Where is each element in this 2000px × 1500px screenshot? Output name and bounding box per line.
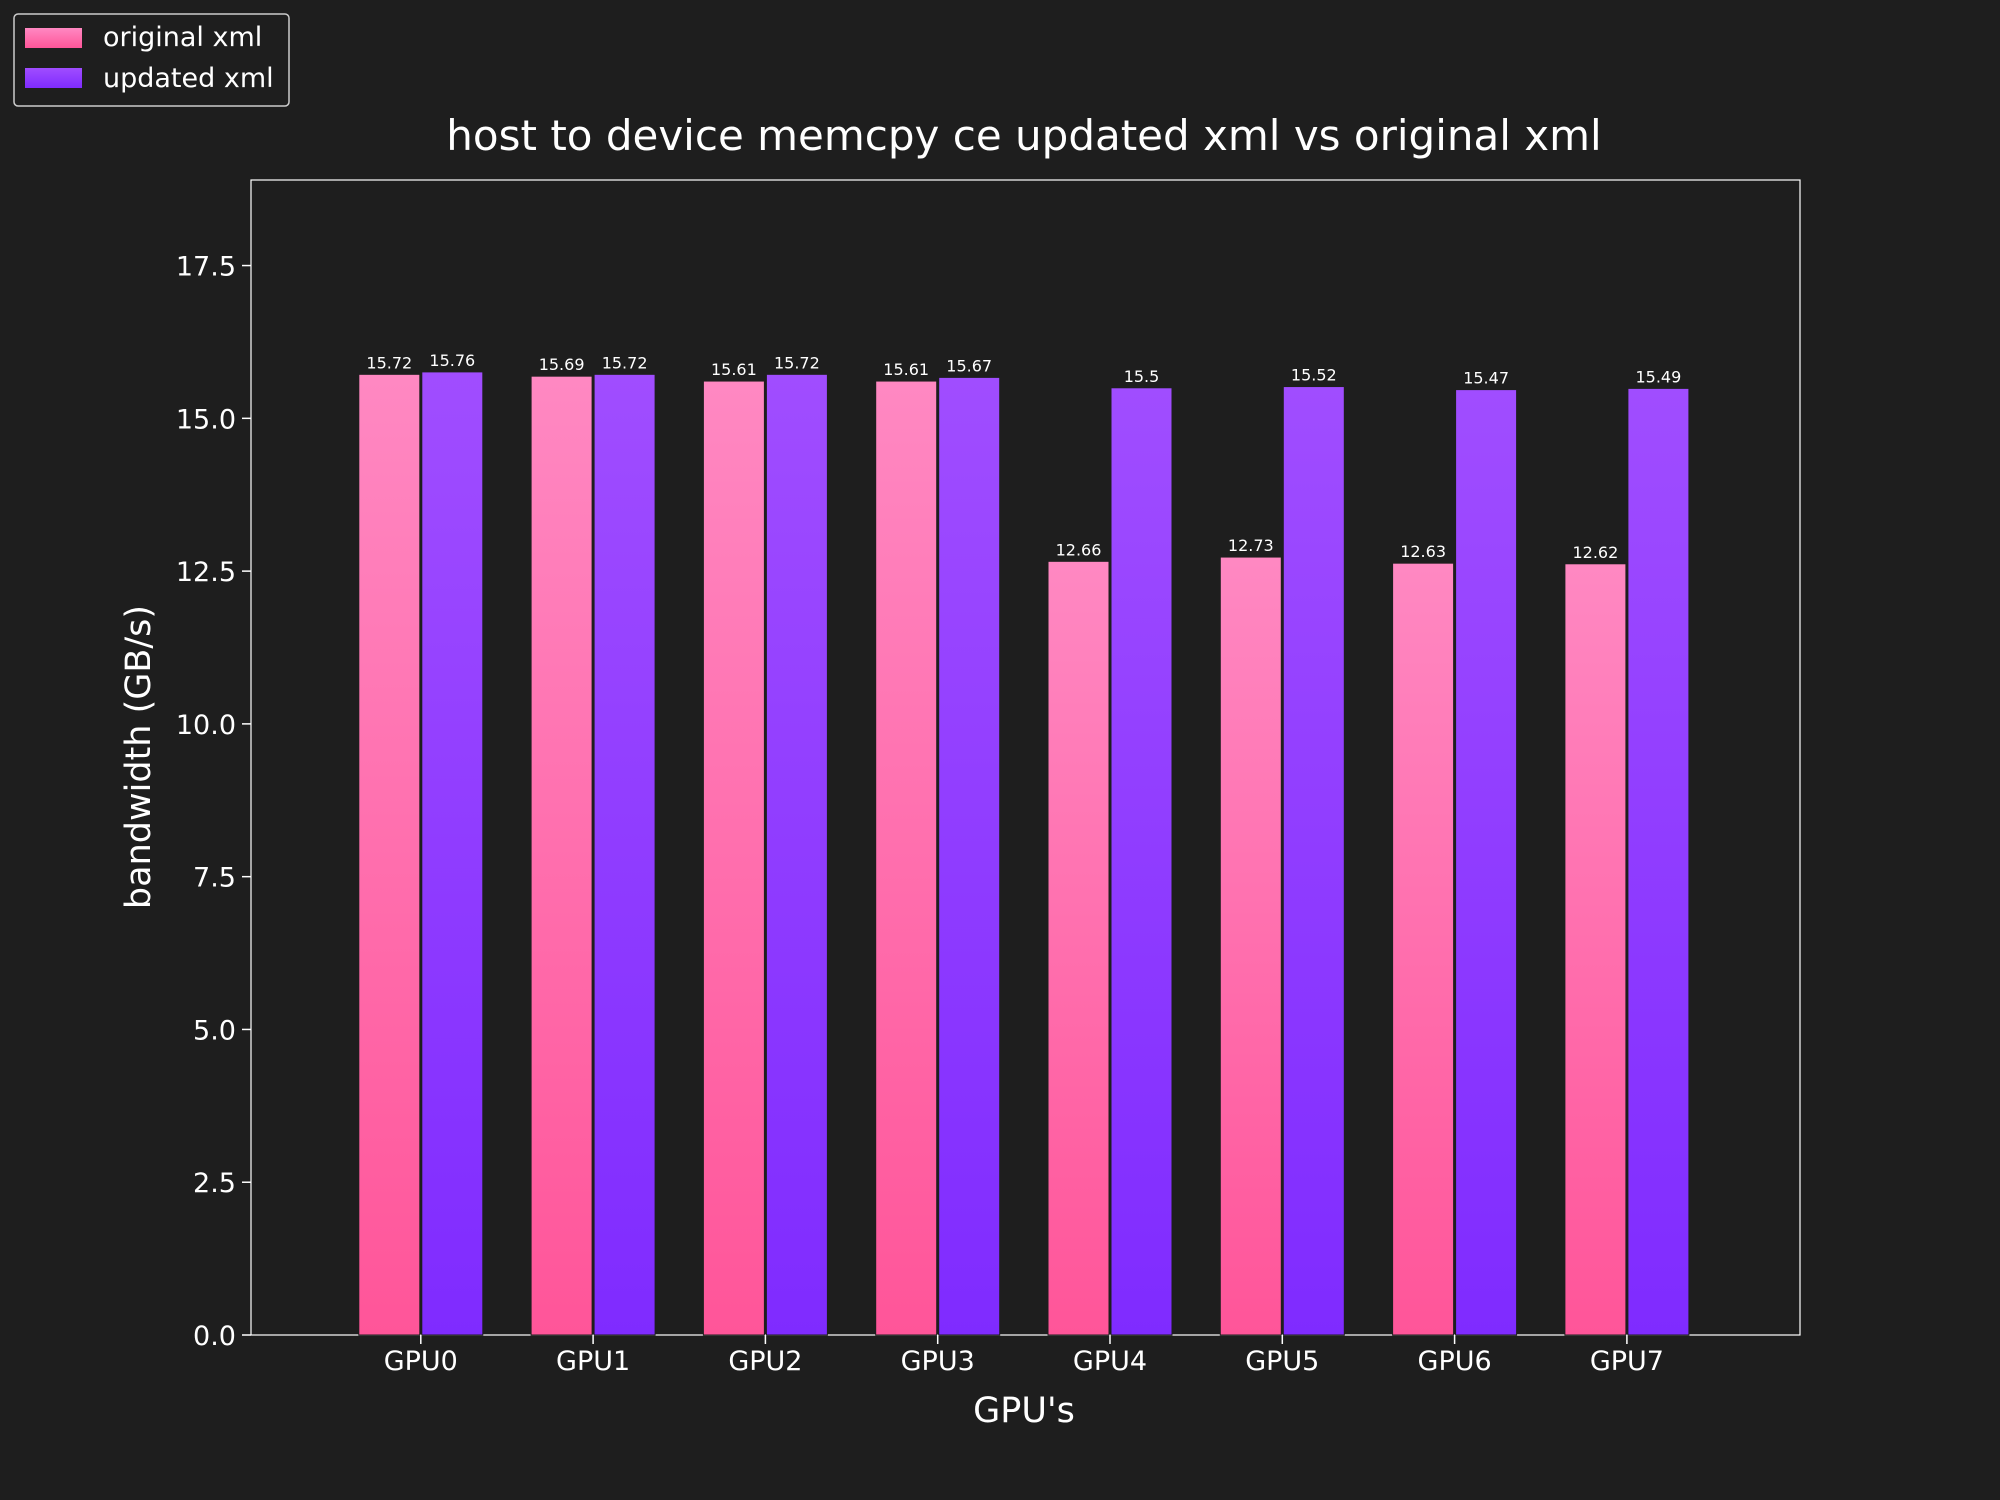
- x-tick-label: GPU1: [556, 1346, 630, 1377]
- y-tick-label: 17.5: [176, 252, 236, 283]
- x-tick-label: GPU4: [1073, 1346, 1147, 1377]
- x-tick-label: GPU3: [901, 1346, 975, 1377]
- bar-value-label: 15.61: [883, 360, 929, 379]
- bar-value-label: 15.72: [774, 353, 820, 372]
- bar-value-label: 12.73: [1228, 536, 1274, 555]
- legend-swatch-original-xml: [25, 28, 82, 48]
- bar-value-label: 15.5: [1124, 367, 1160, 386]
- bar-value-label: 12.62: [1572, 543, 1618, 562]
- bar-value-label: 15.61: [711, 360, 757, 379]
- x-tick-label: GPU2: [728, 1346, 802, 1377]
- y-tick-label: 0.0: [193, 1321, 236, 1352]
- bar-original-xml-gpu7: [1564, 563, 1627, 1336]
- bar-value-label: 15.67: [946, 356, 992, 375]
- y-tick-label: 10.0: [176, 710, 236, 741]
- bar-updated-xml-gpu7: [1627, 387, 1690, 1336]
- legend-label-updated-xml: updated xml: [103, 63, 274, 94]
- bar-value-labels: 15.72 15.76 15.69 15.72 15.61 15.72 15.61 15.67…: [366, 351, 1681, 562]
- bar-value-label: 15.72: [602, 353, 648, 372]
- x-axis: GPU0 GPU1 GPU2 GPU3 GPU4 GPU5 GPU6 GPU7: [384, 1335, 1664, 1377]
- bar-value-label: 15.76: [429, 351, 475, 370]
- y-tick-label: 12.5: [176, 557, 236, 588]
- bar-original-xml-gpu4: [1047, 560, 1110, 1336]
- bar-updated-xml-gpu4: [1110, 387, 1173, 1336]
- bar-updated-xml-gpu5: [1282, 386, 1345, 1336]
- bar-original-xml-gpu1: [530, 375, 593, 1336]
- bar-value-label: 15.49: [1635, 367, 1681, 386]
- y-axis-label: bandwidth (GB/s): [119, 605, 159, 909]
- legend: original xml updated xml: [13, 13, 290, 107]
- bar-original-xml-gpu2: [702, 380, 765, 1336]
- bar-value-label: 15.52: [1291, 366, 1337, 385]
- y-tick-label: 5.0: [193, 1015, 236, 1046]
- bar-value-label: 15.72: [366, 353, 412, 372]
- bar-updated-xml-gpu6: [1455, 389, 1518, 1336]
- legend-swatch-updated-xml: [25, 68, 82, 88]
- y-axis: 0.0 2.5 5.0 7.5 10.0 12.5 15.0 17.5: [176, 252, 251, 1352]
- x-tick-label: GPU7: [1590, 1346, 1664, 1377]
- bars: [358, 371, 1690, 1336]
- bar-value-label: 12.63: [1400, 542, 1446, 561]
- x-tick-label: GPU0: [384, 1346, 458, 1377]
- x-tick-label: GPU5: [1245, 1346, 1319, 1377]
- plot-area: [250, 179, 1801, 1336]
- bar-updated-xml-gpu2: [765, 373, 828, 1336]
- bar-value-label: 15.69: [539, 355, 585, 374]
- bar-value-label: 12.66: [1056, 540, 1102, 559]
- legend-label-original-xml: original xml: [103, 22, 262, 53]
- bar-original-xml-gpu0: [358, 373, 421, 1336]
- bar-updated-xml-gpu0: [421, 371, 484, 1336]
- bar-original-xml-gpu5: [1219, 556, 1282, 1336]
- bar-value-label: 15.47: [1463, 369, 1509, 388]
- x-tick-label: GPU6: [1418, 1346, 1492, 1377]
- legend-box: [13, 13, 290, 107]
- x-axis-label: GPU's: [973, 1391, 1075, 1431]
- bar-original-xml-gpu3: [875, 380, 938, 1336]
- y-tick-label: 2.5: [193, 1168, 236, 1199]
- bar-updated-xml-gpu1: [593, 373, 656, 1336]
- chart-title: host to device memcpy ce updated xml vs …: [446, 111, 1601, 160]
- bar-original-xml-gpu6: [1392, 562, 1455, 1336]
- y-tick-label: 7.5: [193, 863, 236, 894]
- y-tick-label: 15.0: [176, 404, 236, 435]
- bar-updated-xml-gpu3: [938, 376, 1001, 1336]
